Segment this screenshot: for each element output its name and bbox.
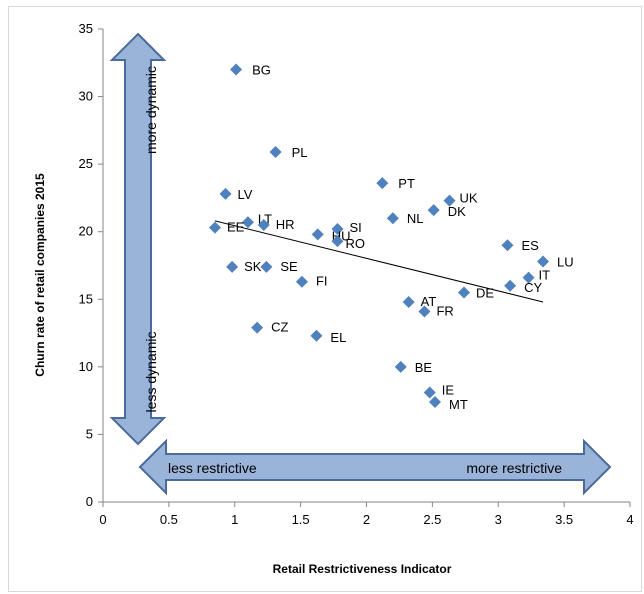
x-tick-label: 1.5	[292, 512, 310, 527]
less-restrictive-label: less restrictive	[168, 460, 257, 476]
data-point-at	[402, 295, 415, 308]
x-axis-title: Retail Restrictiveness Indicator	[273, 562, 452, 576]
y-axis-title: Churn rate of retail companies 2015	[33, 173, 47, 377]
data-point-lv	[219, 187, 232, 200]
data-point-hu	[311, 228, 324, 241]
point-label-ro: RO	[346, 236, 366, 251]
point-label-si: SI	[350, 220, 362, 235]
data-point-uk	[443, 194, 456, 207]
point-label-sk: SK	[244, 259, 262, 274]
less-dynamic-label: less dynamic	[143, 332, 159, 413]
point-label-fi: FI	[316, 274, 328, 289]
y-tick-label: 5	[86, 426, 93, 441]
point-label-de: DE	[476, 286, 494, 301]
x-tick-label: 2	[363, 512, 370, 527]
data-point-cz	[251, 321, 264, 334]
data-point-ee	[208, 221, 221, 234]
point-label-hr: HR	[276, 217, 295, 232]
x-tick-label: 1	[231, 512, 238, 527]
y-tick-label: 25	[79, 156, 93, 171]
data-point-lt	[241, 216, 254, 229]
vertical-double-arrow	[109, 32, 167, 446]
x-tick-label: 2.5	[423, 512, 441, 527]
point-label-el: EL	[330, 330, 346, 345]
horizontal-double-arrow	[138, 438, 612, 496]
data-point-ie	[423, 386, 436, 399]
point-label-cy: CY	[524, 280, 542, 295]
data-point-ro	[331, 235, 344, 248]
point-label-lv: LV	[238, 187, 253, 202]
data-point-fi	[295, 275, 308, 288]
point-label-mt: MT	[449, 397, 468, 412]
data-point-de	[457, 286, 470, 299]
x-tick-label: 3.5	[555, 512, 573, 527]
chart-frame	[8, 6, 642, 592]
data-point-nl	[386, 212, 399, 225]
x-tick-label: 3	[495, 512, 502, 527]
point-label-fr: FR	[436, 303, 453, 318]
point-label-uk: UK	[460, 191, 478, 206]
more-dynamic-label: more dynamic	[143, 66, 159, 154]
data-point-mt	[429, 395, 442, 408]
point-label-at: AT	[421, 294, 437, 309]
data-point-el	[310, 329, 323, 342]
data-point-it	[522, 271, 535, 284]
point-label-lu: LU	[557, 254, 574, 269]
point-label-se: SE	[280, 259, 298, 274]
x-tick-label: 0.5	[160, 512, 178, 527]
more-restrictive-label: more restrictive	[466, 460, 562, 476]
point-label-bg: BG	[252, 63, 271, 78]
y-tick-label: 20	[79, 224, 93, 239]
data-point-lu	[537, 255, 550, 268]
point-label-it: IT	[539, 268, 551, 283]
y-tick-label: 35	[79, 21, 93, 36]
data-point-se	[260, 260, 273, 273]
x-tick-label: 0	[99, 512, 106, 527]
point-label-es: ES	[521, 238, 539, 253]
data-point-si	[331, 223, 344, 236]
data-point-es	[501, 239, 514, 252]
y-tick-label: 15	[79, 291, 93, 306]
data-point-be	[394, 360, 407, 373]
y-tick-label: 0	[86, 494, 93, 509]
data-point-pt	[376, 177, 389, 190]
point-label-pl: PL	[292, 145, 308, 160]
y-tick-label: 10	[79, 359, 93, 374]
point-label-cz: CZ	[271, 320, 288, 335]
point-label-nl: NL	[407, 211, 424, 226]
data-point-sk	[226, 260, 239, 273]
annotation-arrows: more dynamic less dynamic less restricti…	[109, 32, 612, 496]
trendline	[214, 220, 544, 303]
point-label-dk: DK	[448, 204, 466, 219]
data-point-bg	[230, 63, 243, 76]
point-label-pt: PT	[398, 176, 415, 191]
trendline-group	[214, 220, 544, 303]
data-point-fr	[418, 305, 431, 318]
axes: 0 5 10 15 20 25 30 35 0 0.5 1 1.5 2 2.5 3 3.5 4	[79, 21, 634, 527]
y-tick-label: 30	[79, 89, 93, 104]
point-label-ie: IE	[442, 383, 455, 398]
x-tick-label: 4	[626, 512, 633, 527]
data-point-hr	[257, 218, 270, 231]
point-label-be: BE	[415, 360, 433, 375]
data-point-pl	[269, 145, 282, 158]
data-point-cy	[504, 279, 517, 292]
point-label-ee: EE	[227, 220, 245, 235]
data-point-dk	[427, 204, 440, 217]
